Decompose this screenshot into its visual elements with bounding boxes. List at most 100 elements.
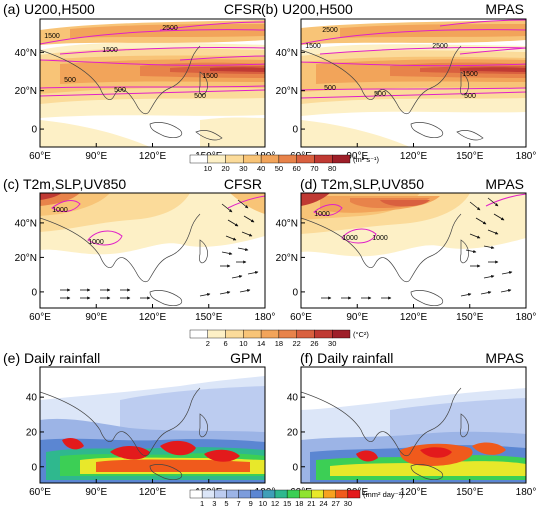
colorbar-tick-label: 5 [224,499,228,508]
colorbar-tick-label: 50 [275,164,283,173]
lon-tick-label: 60°E [29,487,51,498]
panel-d: (d) T2m,SLP,UV850 MPAS [300,176,527,309]
colorbar-tick-label: 7 [236,499,240,508]
colorbar-swatch [207,154,226,164]
lon-tick-label: 90°E [85,312,107,323]
contour-label: 1000 [88,239,104,246]
contour-label: 1500 [462,71,478,78]
lon-tick-label: 150°E [456,151,484,162]
panel-b-title: (b) U200,H500 [261,1,353,17]
lon-tick-label: 60°E [29,151,51,162]
colorbar-swatch [189,154,208,164]
colorbar-swatch [214,489,227,499]
colorbar-swatch [260,329,280,339]
lat-tick-label: 0 [31,462,37,473]
colorbar-swatch [250,489,264,499]
colorbar-swatch [207,329,226,339]
lat-tick-label: 0 [292,462,298,473]
colorbar-unit: (m² s⁻¹) [353,155,380,164]
lat-tick-label: 0 [31,125,37,136]
panel-c-wind-vectors [60,199,259,300]
lon-tick-label: 90°E [346,312,368,323]
colorbar-swatch [332,154,351,164]
colorbar-tick-label: 10 [204,164,212,173]
colorbar-tick-label: 30 [344,499,352,508]
colorbar-tick-label: 80 [328,164,336,173]
colorbar-tick-label: 21 [307,499,315,508]
colorbar-tick-label: 6 [223,339,227,348]
panel-c-field [40,193,265,308]
colorbar-tick-label: 26 [310,339,318,348]
lat-tick-label: 0 [292,125,298,136]
lat-tick-label: 20°N [276,86,298,97]
contour-label-layer: 1500250015005001500500500150025002500150… [44,25,478,246]
lon-tick-label: 180° [516,312,537,323]
panel-d-wind-vectors [321,197,513,300]
colorbar-swatch [323,489,336,499]
colorbar-swatch [347,489,361,499]
contour-label: 2500 [432,43,448,50]
colorbar-tick-label: 14 [257,339,265,348]
lat-tick-label: 40°N [15,218,37,229]
colorbar-swatch [314,154,333,164]
panel-c-source: CFSR [224,176,262,192]
lat-tick-label: 0 [31,287,37,298]
colorbar-swatch [314,329,333,339]
colorbar-swatch [238,489,251,499]
contour-label: 2500 [162,25,178,32]
lat-tick-label: 20°N [15,86,37,97]
panel-c: (c) T2m,SLP,UV850 CFSR [3,176,266,309]
lon-tick-label: 90°E [85,151,107,162]
lon-tick-label: 90°E [85,487,107,498]
lat-tick-label: 40°N [276,218,298,229]
lat-tick-label: 0 [292,287,298,298]
colorbar-tick-label: 24 [319,499,327,508]
lon-tick-label: 120°E [139,312,167,323]
colorbar-swatch [274,489,288,499]
lon-tick-label: 60°E [29,312,51,323]
colorbar-swatch [243,329,262,339]
colorbar-tick-label: 22 [292,339,300,348]
colorbar-swatch [243,154,262,164]
contour-label: 1500 [202,73,218,80]
colorbar-tick-label: 40 [257,164,265,173]
colorbar-layer: 10 20 30 40 50 60 70 80(m² s⁻¹)2 6 10 14 18 22 26 30(°… [189,154,404,508]
colorbar-swatch [226,489,239,499]
colorbar-tick-label: 30 [328,339,336,348]
colorbar-tick-label: 9 [249,499,253,508]
colorbar-swatch [262,489,276,499]
colorbar-swatch [278,154,297,164]
panel-f-field [301,367,526,483]
colorbar-swatch [260,154,280,164]
panel-d-field [301,193,526,308]
colorbar-swatch [311,489,324,499]
panel-c-title: (c) T2m,SLP,UV850 [3,176,126,192]
panel-e: (e) Daily rainfall GPM [3,350,266,484]
colorbar-tick-label: 10 [239,339,247,348]
colorbar-tick-label: 18 [295,499,303,508]
panel-f-title: (f) Daily rainfall [300,350,393,366]
colorbar-tick-label: 12 [271,499,279,508]
contour-label: 500 [324,85,336,92]
lon-tick-label: 150°E [195,312,223,323]
lat-tick-label: 20°N [276,253,298,264]
panel-e-field [40,367,265,483]
contour-label: 1000 [342,235,358,242]
contour-label: 1500 [305,43,321,50]
lon-tick-label: 180° [255,312,276,323]
lon-tick-label: 120°E [139,151,167,162]
lat-tick-label: 40°N [15,48,37,59]
lat-tick-label: 20 [287,427,299,438]
contour-label: 1000 [314,211,330,218]
panel-d-source: MPAS [485,176,524,192]
colorbar-swatch [286,489,300,499]
panel-a: (a) U200,H500 CFSR [3,1,266,148]
contour-label: 500 [64,77,76,84]
colorbar-tick-label: 10 [259,499,267,508]
colorbar-tick-label: 30 [239,164,247,173]
lon-tick-label: 90°E [346,151,368,162]
panel-b-field [301,19,526,147]
colorbar-swatch [335,489,349,499]
lat-tick-label: 40°N [276,48,298,59]
